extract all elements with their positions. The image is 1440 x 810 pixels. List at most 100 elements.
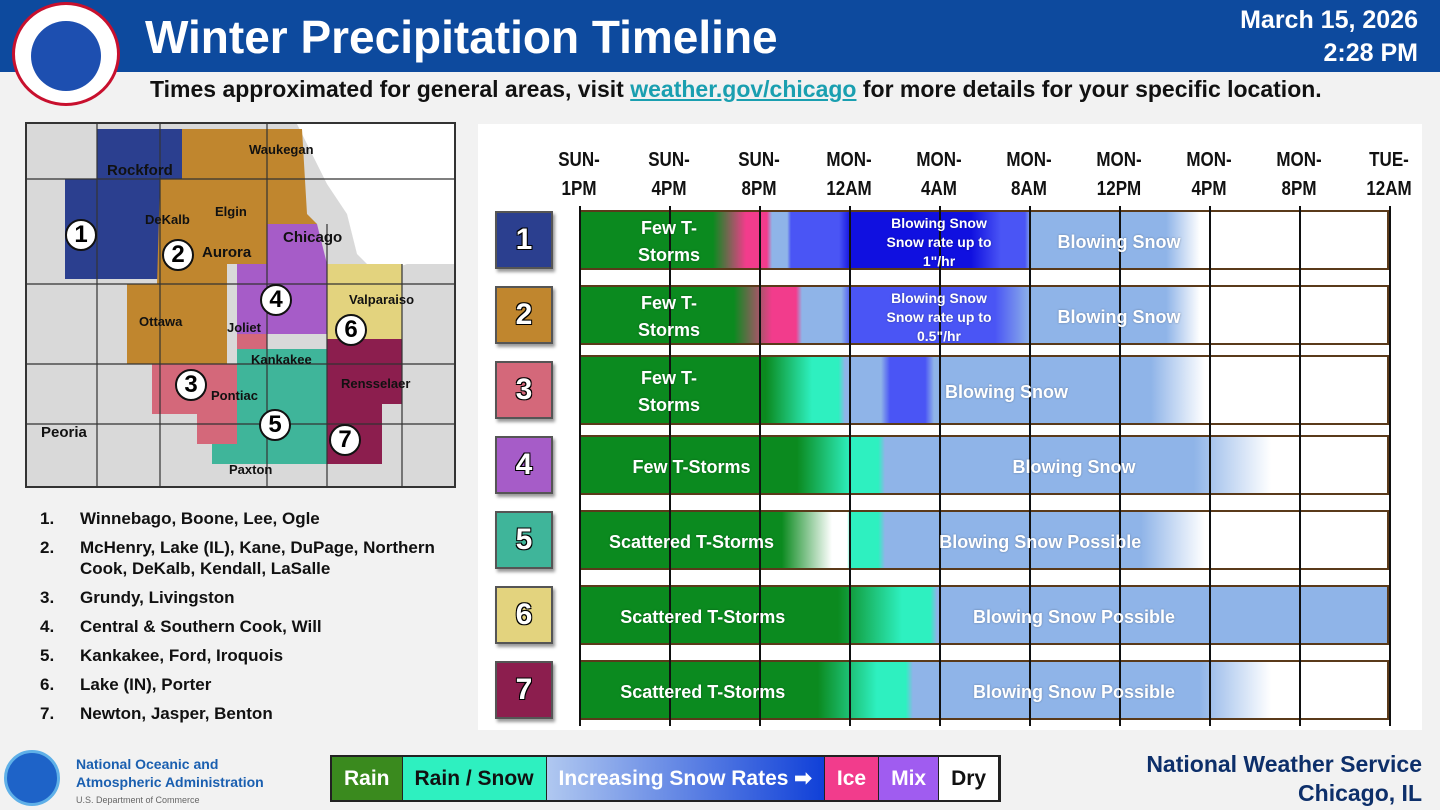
precip-segment-lightsnow bbox=[772, 212, 791, 268]
gridline bbox=[759, 206, 761, 726]
precip-segment-dry bbox=[1205, 357, 1387, 423]
segment-label: Blowing Snow Snow rate up to 1"/hr bbox=[886, 214, 992, 269]
gridline bbox=[669, 206, 671, 726]
timeline-row bbox=[579, 585, 1389, 645]
gridline bbox=[939, 206, 941, 726]
nws-logo bbox=[12, 2, 120, 106]
map-zone-number: 4 bbox=[260, 284, 292, 316]
zone-counties: Newton, Jasper, Benton bbox=[80, 704, 273, 723]
timeline-row bbox=[579, 660, 1389, 720]
precip-segment-snow bbox=[791, 212, 851, 268]
date-text: March 15, 2026 bbox=[1240, 6, 1418, 34]
precip-segment-ice bbox=[772, 287, 803, 343]
segment-label: Blowing Snow Possible bbox=[972, 606, 1176, 627]
precip-segment-rain bbox=[581, 212, 746, 268]
precip-segment-snow bbox=[851, 287, 1031, 343]
zone-badge: 2 bbox=[495, 286, 553, 344]
precip-segment-rain bbox=[581, 662, 878, 718]
precip-segment-dry bbox=[832, 512, 851, 568]
precip-segment-snow bbox=[1001, 212, 1031, 268]
timestamp: March 15, 2026 2:28 PM bbox=[1240, 4, 1418, 70]
city-label: Waukegan bbox=[249, 142, 314, 157]
precip-segment-lightsnow bbox=[937, 587, 1387, 643]
city-label: Peoria bbox=[41, 424, 87, 441]
time-tick-label: SUN- 8PM bbox=[738, 149, 780, 200]
precip-segment-dry bbox=[1205, 512, 1387, 568]
weather-gov-link[interactable]: weather.gov/chicago bbox=[630, 76, 857, 102]
map-zone-number: 2 bbox=[162, 239, 194, 271]
precip-segment-rainsnow bbox=[851, 512, 885, 568]
segment-label: Blowing Snow Possible bbox=[939, 531, 1142, 552]
precip-segment-rainsnow bbox=[877, 662, 913, 718]
precip-segment-lightsnow bbox=[802, 287, 851, 343]
precip-segment-rainsnow bbox=[851, 437, 885, 493]
map-labels: Rockford Waukegan DeKalb Elgin Aurora Ch… bbox=[27, 124, 454, 486]
nws-location: Chicago, IL bbox=[1298, 780, 1422, 806]
precip-segment-rain bbox=[581, 587, 902, 643]
zone-number: 1. bbox=[40, 509, 55, 528]
precip-segment-rainsnow bbox=[901, 587, 938, 643]
nws-name: National Weather Service bbox=[1146, 751, 1422, 777]
noaa-dept: U.S. Department of Commerce bbox=[76, 795, 200, 805]
city-label: Aurora bbox=[202, 244, 252, 261]
map-zone-number: 7 bbox=[329, 424, 361, 456]
zone-counties: Central & Southern Cook, Will bbox=[80, 617, 322, 636]
zone-badge: 1 bbox=[495, 211, 553, 269]
zone-list-item: 4. Central & Southern Cook, Will bbox=[40, 616, 450, 637]
zone-map: Rockford Waukegan DeKalb Elgin Aurora Ch… bbox=[25, 122, 456, 488]
gridline bbox=[1209, 206, 1211, 726]
precip-segment-heavysnow bbox=[851, 212, 1001, 268]
gridline bbox=[579, 206, 581, 726]
timeline-row bbox=[579, 285, 1389, 345]
gridline bbox=[849, 206, 851, 726]
noaa-text: National Oceanic and Atmospheric Administ… bbox=[76, 755, 264, 809]
city-label: Rockford bbox=[107, 162, 173, 179]
page-title: Winter Precipitation Timeline bbox=[145, 11, 778, 63]
noaa-logo bbox=[4, 750, 60, 806]
legend-item: Increasing Snow Rates ➡ bbox=[546, 757, 825, 800]
map-zone-number: 1 bbox=[65, 219, 97, 251]
segment-label: Blowing Snow bbox=[1057, 231, 1181, 252]
city-label: Ottawa bbox=[139, 314, 183, 329]
time-tick-label: SUN- 1PM bbox=[558, 149, 600, 200]
map-zone-number: 3 bbox=[175, 369, 207, 401]
segment-label: Blowing Snow Possible bbox=[972, 681, 1176, 702]
timeline-row bbox=[579, 355, 1389, 425]
zone-counties: Winnebago, Boone, Lee, Ogle bbox=[80, 509, 320, 528]
gridline bbox=[1389, 206, 1391, 726]
nws-office: National Weather Service Chicago, IL bbox=[1146, 750, 1422, 808]
precip-segment-lightsnow bbox=[933, 357, 1206, 423]
segment-label: Few T- Storms bbox=[637, 293, 700, 340]
precip-segment-rain bbox=[581, 357, 812, 423]
precip-segment-dry bbox=[1271, 662, 1387, 718]
precip-segment-rain bbox=[581, 287, 773, 343]
time-tick-label: MON- 4PM bbox=[1186, 149, 1232, 200]
noaa-line: Atmospheric Administration bbox=[76, 774, 264, 790]
time-tick-label: MON- 12PM bbox=[1096, 149, 1142, 200]
zone-list-item: 5. Kankakee, Ford, Iroquois bbox=[40, 645, 450, 666]
zone-number: 6. bbox=[40, 675, 55, 694]
precip-segment-dry bbox=[1199, 287, 1387, 343]
segment-label: Few T-Storms bbox=[632, 456, 751, 477]
zone-counties: Grundy, Livingston bbox=[80, 588, 235, 607]
segment-label: Few T- Storms bbox=[637, 368, 700, 415]
time-text: 2:28 PM bbox=[1323, 39, 1418, 67]
timeline-row bbox=[579, 510, 1389, 570]
segment-label: Few T- Storms bbox=[637, 218, 700, 265]
precip-segment-lightsnow bbox=[884, 512, 1206, 568]
time-tick-label: TUE- 12AM bbox=[1366, 149, 1412, 200]
city-label: Pontiac bbox=[211, 388, 258, 403]
legend-item: Rain bbox=[332, 757, 403, 800]
zone-badge: 6 bbox=[495, 586, 553, 644]
zone-list-item: 2. McHenry, Lake (IL), Kane, DuPage, Nort… bbox=[40, 537, 450, 579]
zone-counties: Kankakee, Ford, Iroquois bbox=[80, 646, 284, 665]
segment-label: Scattered T-Storms bbox=[620, 606, 786, 627]
precip-segment-lightsnow bbox=[884, 437, 1271, 493]
timeline-row bbox=[579, 435, 1389, 495]
gridline bbox=[1029, 206, 1031, 726]
precip-segment-rain bbox=[581, 512, 833, 568]
map-zone-number: 6 bbox=[335, 314, 367, 346]
city-label: Elgin bbox=[215, 204, 247, 219]
segment-label: Blowing Snow Snow rate up to 0.5"/hr bbox=[886, 289, 992, 344]
zone-list-item: 1. Winnebago, Boone, Lee, Ogle bbox=[40, 508, 450, 529]
